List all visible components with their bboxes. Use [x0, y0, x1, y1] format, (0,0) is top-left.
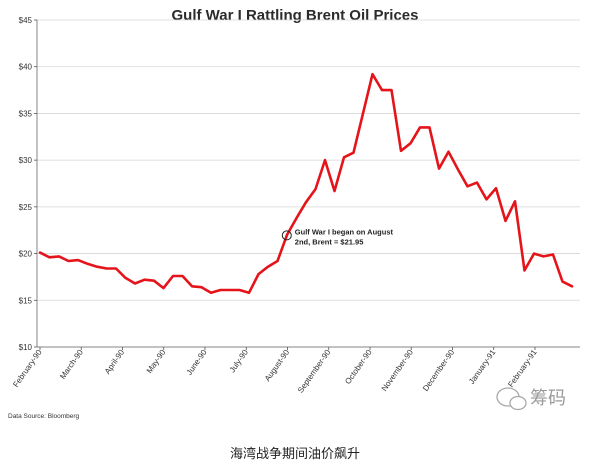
- watermark: 筹码: [496, 387, 566, 411]
- data-point: [571, 285, 573, 288]
- data-point: [210, 291, 212, 294]
- data-point: [523, 269, 526, 272]
- data-point: [67, 260, 70, 262]
- data-point: [504, 220, 507, 222]
- data-point: [362, 112, 364, 115]
- annotation-text-line-2: 2nd, Brent = $21.95: [295, 237, 364, 246]
- data-point: [428, 126, 431, 129]
- data-point: [343, 156, 345, 159]
- data-point: [48, 256, 51, 259]
- data-point: [143, 278, 146, 281]
- data-point: [333, 190, 336, 192]
- axes: [36, 20, 580, 348]
- data-point: [286, 234, 288, 236]
- data-point: [466, 185, 469, 188]
- annotation-group: Gulf War I began on August 2nd, Brent = …: [281, 227, 394, 246]
- data-point: [447, 150, 450, 153]
- data-point: [400, 149, 402, 152]
- data-point: [419, 126, 421, 129]
- data-point: [533, 252, 535, 255]
- y-tick-label: $45: [19, 16, 33, 25]
- y-tick-label: $40: [19, 63, 33, 72]
- data-point: [200, 286, 203, 289]
- caption: 海湾战争期间油价飙升: [230, 446, 360, 462]
- data-point: [238, 289, 241, 291]
- data-point: [305, 201, 307, 204]
- data-point: [314, 188, 317, 191]
- data-point: [324, 159, 326, 162]
- data-point: [96, 265, 98, 268]
- data-point: [39, 251, 41, 254]
- data-point: [58, 255, 60, 258]
- data-point: [457, 168, 459, 171]
- y-axis-ticks: $10 $15 $20 $25 $30 $35 $40 $45: [19, 16, 37, 352]
- data-point: [352, 151, 355, 154]
- y-tick-label: $35: [19, 109, 33, 118]
- chat-bubble-icon: [496, 387, 527, 411]
- y-tick-label: $15: [19, 296, 33, 305]
- data-point: [153, 279, 155, 282]
- data-point: [105, 267, 108, 270]
- data-point: [542, 255, 545, 258]
- annotation-marker: [281, 230, 292, 241]
- data-point: [267, 265, 269, 268]
- data-point: [276, 260, 279, 262]
- y-tick-label: $30: [19, 156, 33, 165]
- data-point: [181, 275, 184, 277]
- data-point: [409, 142, 412, 145]
- data-point: [561, 280, 564, 283]
- data-point: [381, 89, 383, 91]
- data-point: [86, 262, 89, 265]
- data-point: [191, 285, 193, 288]
- y-tick-label: $25: [19, 203, 33, 212]
- data-point: [162, 287, 165, 289]
- data-point: [390, 89, 393, 91]
- data-point: [134, 282, 136, 285]
- data-point: [77, 259, 79, 261]
- data-point: [485, 198, 488, 201]
- data-point: [476, 181, 478, 184]
- data-point: [229, 289, 231, 291]
- annotation-text-line-1: Gulf War I began on August: [295, 227, 394, 236]
- data-point: [495, 187, 497, 190]
- data-point: [552, 253, 554, 256]
- watermark-text: 筹码: [530, 388, 566, 409]
- data-point: [248, 291, 250, 294]
- chart-title: Gulf War I Rattling Brent Oil Prices: [172, 7, 419, 24]
- data-point: [438, 167, 440, 170]
- data-point: [124, 277, 127, 279]
- data-point: [371, 73, 374, 76]
- y-tick-label: $10: [19, 343, 33, 352]
- data-point: [295, 217, 298, 220]
- data-point: [172, 275, 174, 277]
- y-tick-label: $20: [19, 250, 33, 259]
- data-source: Data Source: Bloomberg: [8, 413, 80, 420]
- data-point: [257, 273, 260, 275]
- data-point: [514, 200, 516, 203]
- data-point: [115, 267, 117, 270]
- series-layer: [38, 72, 574, 295]
- data-point: [219, 289, 222, 291]
